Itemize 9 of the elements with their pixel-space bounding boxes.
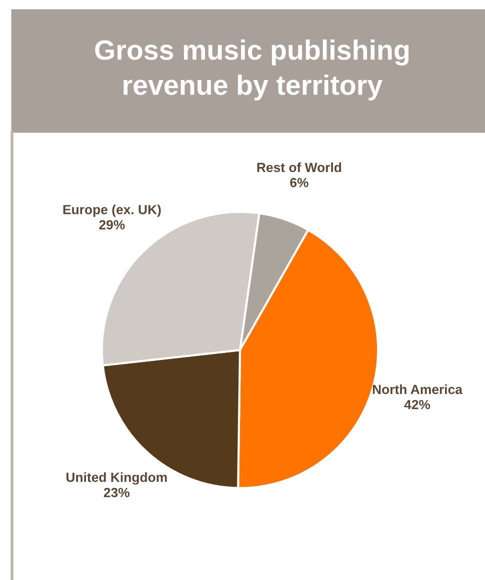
data-label: 6%	[290, 178, 308, 188]
data-label: 42%	[404, 400, 430, 410]
slice-label: Europe (ex. UK)	[63, 204, 161, 217]
data-label: 23%	[104, 488, 130, 498]
data-label: 29%	[99, 220, 125, 230]
slice-label: North America	[372, 384, 463, 394]
slice-label: Rest of World	[257, 162, 342, 172]
chart-title: Gross music publishing revenue by territory	[95, 40, 409, 100]
slice-label: United Kingdom	[66, 472, 167, 485]
